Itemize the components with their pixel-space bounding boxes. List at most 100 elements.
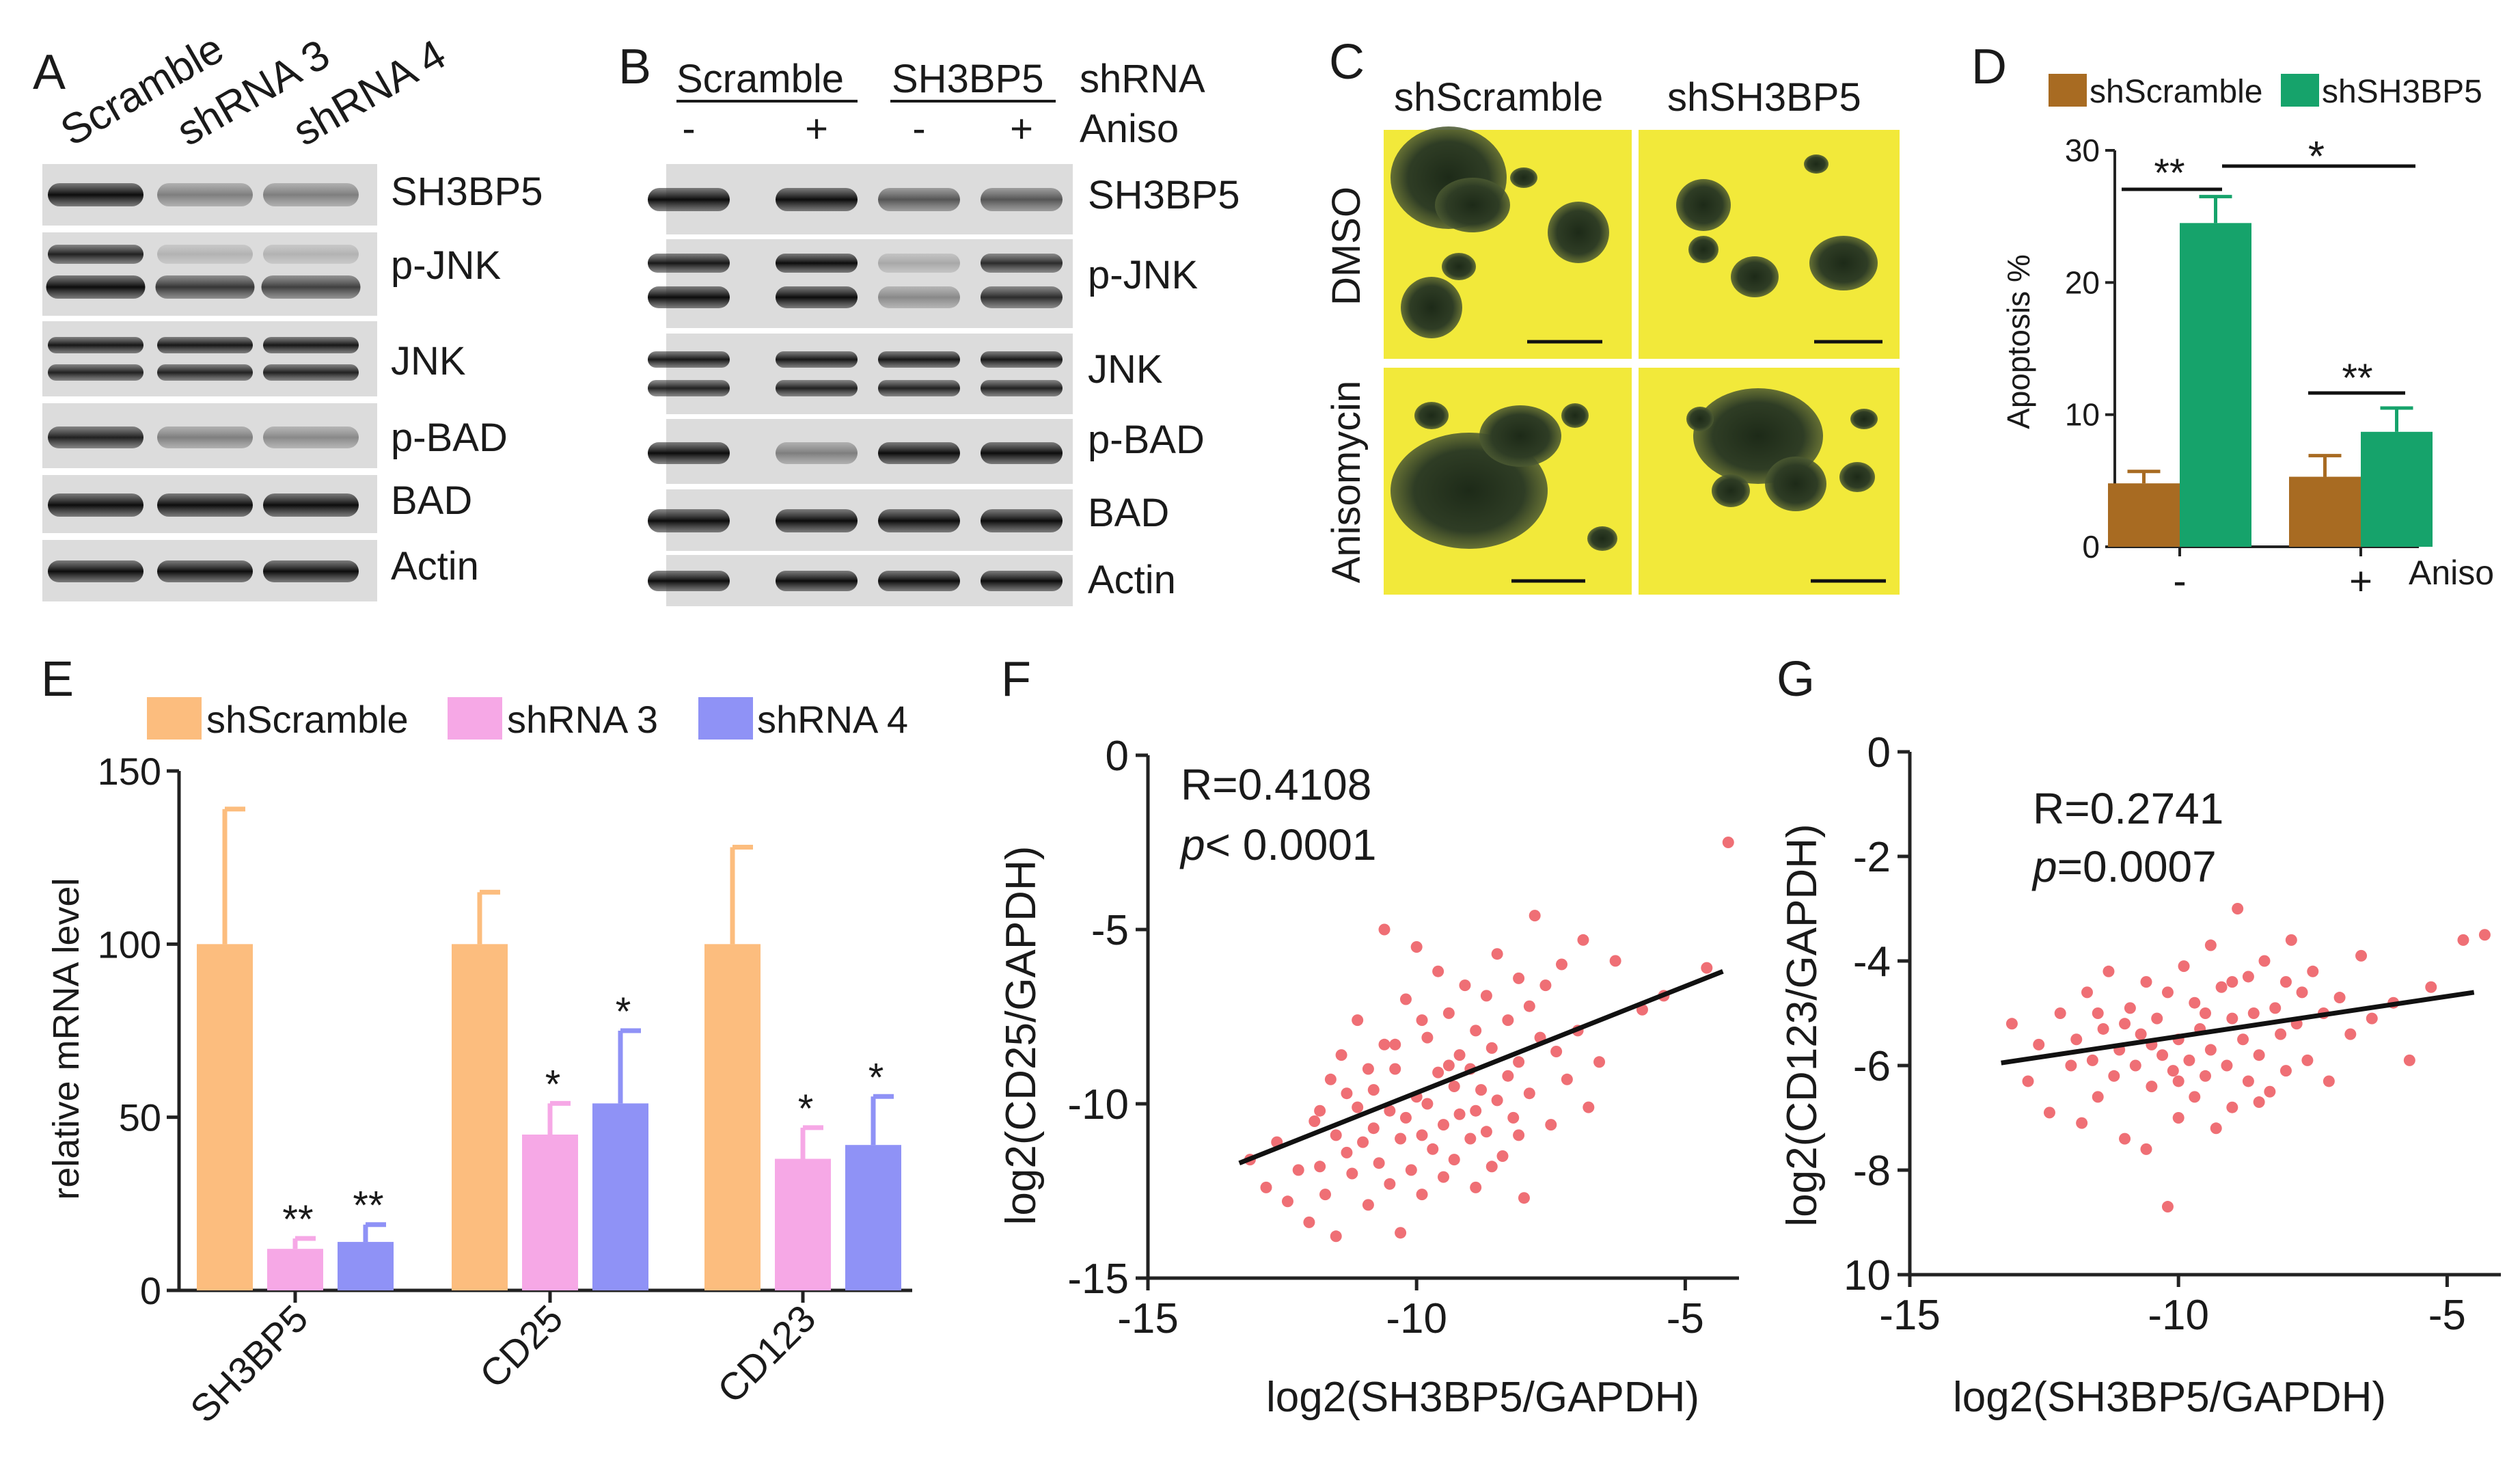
scatter-point [2151,1012,2163,1025]
panel-label-a: A [33,45,66,100]
scatter-point [2097,1022,2109,1035]
blot-band [648,286,730,308]
y-tick-label: 150 [98,750,161,793]
panel-label-e: E [41,652,74,707]
blot-band [776,571,858,591]
scatter-point [1384,1104,1396,1117]
scatter-point [1480,990,1492,1002]
scatter-point [1352,1014,1364,1027]
scatter-point [1561,1073,1573,1085]
scatter-point [2275,1028,2287,1040]
treatment-sign: - [912,107,925,151]
scatter-point [1550,1046,1563,1057]
blot-band [981,188,1063,211]
bar [704,944,761,1290]
scatter-point [1722,837,1734,848]
scatter-point [2200,1007,2211,1019]
scatter-point [1341,1146,1353,1158]
scatter-point [1352,1101,1364,1113]
blot-band [981,286,1063,308]
scatter-point [1507,1111,1520,1124]
scatter-point [2285,934,2297,946]
scatter-point [2232,903,2244,914]
scatter-point [1583,1101,1595,1113]
scatter-point [2279,976,2292,988]
scatter-point [2279,1065,2292,1077]
x-tick-label: - [2173,559,2186,604]
x-axis-label: log2(SH3BP5/GAPDH) [1266,1374,1699,1421]
y-tick-label: 0 [2082,529,2100,565]
scatter-point [2054,1007,2066,1019]
x-tick-label: -5 [1667,1295,1704,1342]
scatter-point [1609,955,1621,967]
blot-strip [42,321,377,396]
scatter-point [1438,1119,1449,1131]
y-tick-label: 0 [1867,729,1891,776]
scatter-point [2103,965,2115,977]
scatter-point [2167,1065,2179,1077]
row-label: Anisomycin [1324,381,1369,584]
y-tick-label: -5 [1091,907,1129,954]
scatter-point [2204,1044,2217,1056]
scatter-point [1442,1007,1455,1019]
blot-band [878,442,960,464]
y-tick-label: -15 [1067,1256,1129,1303]
blot-band [878,254,960,273]
protein-label: BAD [1088,491,1169,535]
protein-label: JNK [1088,347,1163,392]
scatter-plot-f: 0 -5 -10 -15-15 -10 -5 [1067,733,1739,1342]
scatter-point [1362,1063,1374,1075]
x-tick-label: -10 [2148,1292,2209,1339]
scatter-point [2366,1012,2378,1025]
y-tick-label: -8 [1853,1148,1891,1195]
scatter-point [1416,1129,1428,1141]
blot-band [261,275,361,299]
panel-d: D shScramble shSH3BP5 Apoptosis % Aniso … [1971,40,2494,604]
scatter-point [2092,1091,2104,1103]
scatter-point [2457,934,2469,946]
scatter-point [1464,1133,1477,1145]
scatter-point [1319,1189,1331,1201]
scatter-point [2129,1059,2141,1072]
stat-r: R=0.2741 [2033,784,2223,833]
scatter-point [1513,972,1525,984]
blot-strip [666,239,1073,328]
scatter-point [2200,1070,2211,1082]
stat-p-label: p [2031,842,2057,891]
scatter-point [2146,1081,2158,1093]
cell-clump [1731,256,1779,297]
cell-clump [1548,202,1609,263]
scatter-point [1330,1129,1342,1141]
scatter-point [1314,1104,1326,1117]
blot-band [263,426,359,448]
scatter-point [1292,1164,1304,1176]
blot-band [776,509,858,532]
cell-clump [1587,526,1617,551]
scatter-point [1384,1178,1396,1190]
treatment-sign: + [805,107,828,151]
column-label: shScramble [1394,75,1603,120]
scatter-point [2210,1122,2222,1135]
scatter-point [1367,1122,1380,1135]
blot-band [648,509,730,532]
scatter-point [1539,979,1552,992]
scatter-point [2215,981,2228,993]
panel-a: A Scramble shRNA 3 shRNA 4 SH3BP5 p-JNK … [33,25,543,601]
scatter-point [1303,1216,1315,1228]
scatter-point [1518,1192,1530,1204]
scatter-point [1529,910,1541,922]
cell-clump [1688,236,1718,263]
scatter-point [2189,997,2201,1009]
cell-clump [1839,462,1875,492]
scatter-point [2140,976,2152,988]
blot-band [878,351,960,368]
scatter-point [2022,1075,2034,1087]
scatter-point [1395,1133,1407,1145]
panel-f: F log2(CD25/GAPDH) log2(SH3BP5/GAPDH) R=… [998,652,1739,1421]
blot-strip [666,334,1073,414]
significance-star: ** [282,1197,313,1242]
bar [522,1135,578,1290]
scatter-point [1475,1084,1488,1096]
